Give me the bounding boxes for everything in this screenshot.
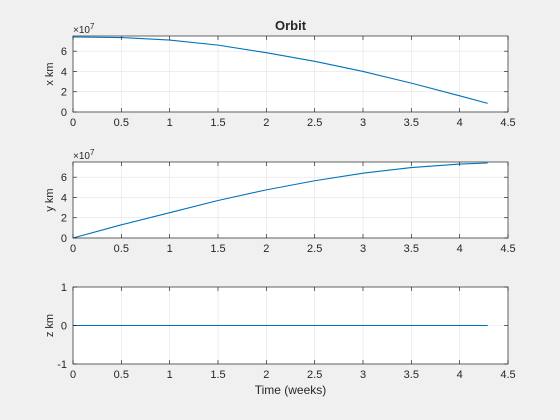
y-tick-label: 2 xyxy=(61,87,67,99)
x-tick-label: 3 xyxy=(360,117,366,129)
x-tick-label: 1.5 xyxy=(210,117,225,129)
axes-box xyxy=(72,161,509,239)
axes-box xyxy=(72,35,509,113)
x-tick-label: 3.5 xyxy=(404,117,419,129)
x-tick-label: 4.5 xyxy=(500,369,515,381)
y-axis-label: z km xyxy=(44,314,56,337)
x-axis-label: Time (weeks) xyxy=(255,383,327,397)
x-tick-label: 2.5 xyxy=(307,117,322,129)
y-exponent-label: ×107 xyxy=(73,148,95,162)
subplot-2: 0 0.5 1 1.5 2 2.5 3 3.5 4 4.5 0 2 4 6 ×107 y km xyxy=(44,148,516,255)
x-tick-label: 0.5 xyxy=(114,369,129,381)
x-tick-label: 1 xyxy=(167,369,173,381)
y-axis-label: y km xyxy=(44,188,56,211)
y-tick-label: 1 xyxy=(61,282,67,294)
y-tick-label: 6 xyxy=(61,172,67,184)
x-tick-label: 2 xyxy=(263,117,269,129)
x-tick-label: 1 xyxy=(167,117,173,129)
x-tick-label: 3 xyxy=(360,369,366,381)
y-exponent-power: 7 xyxy=(90,22,95,31)
x-tick-label: 4 xyxy=(457,117,463,129)
y-tick-label: 4 xyxy=(61,192,67,204)
y-tick-label: 2 xyxy=(61,213,67,225)
x-tick-label: 3 xyxy=(360,243,366,255)
x-tick-label: 4.5 xyxy=(500,243,515,255)
plot-area xyxy=(73,36,508,112)
x-tick-label: 4.5 xyxy=(500,117,515,129)
y-tick-label: 0 xyxy=(61,107,67,119)
x-tick-label: 2 xyxy=(263,369,269,381)
series-line-1 xyxy=(72,36,488,104)
x-tick-label: 2.5 xyxy=(307,243,322,255)
x-tick-label: 3.5 xyxy=(404,243,419,255)
axes-layer: 0 0.5 1 1.5 2 2.5 3 3.5 4 4.5 0 2 4 6 ×107 x km Orbit 0 0.… xyxy=(44,18,516,397)
x-tick-label: 0 xyxy=(70,117,76,129)
y-tick-label: 6 xyxy=(61,46,67,58)
y-exponent-label: ×107 xyxy=(73,22,95,36)
y-exponent-power: 7 xyxy=(90,148,95,157)
x-tick-label: 0 xyxy=(70,243,76,255)
x-tick-label: 2 xyxy=(263,243,269,255)
x-tick-label: 0.5 xyxy=(114,117,129,129)
x-tick-label: 4 xyxy=(457,369,463,381)
y-tick-label: 4 xyxy=(61,66,67,78)
x-tick-label: 0.5 xyxy=(114,243,129,255)
x-tick-label: 1.5 xyxy=(210,243,225,255)
x-tick-label: 2.5 xyxy=(307,369,322,381)
x-tick-label: 0 xyxy=(70,369,76,381)
x-tick-label: 1 xyxy=(167,243,173,255)
y-tick-label: -1 xyxy=(57,359,67,371)
x-tick-label: 4 xyxy=(457,243,463,255)
plot-area xyxy=(73,162,508,238)
subplot-1: 0 0.5 1 1.5 2 2.5 3 3.5 4 4.5 0 2 4 6 ×107 x km Orbit xyxy=(44,18,516,129)
series-line-1 xyxy=(72,162,488,239)
x-tick-label: 1.5 xyxy=(210,369,225,381)
chart-title: Orbit xyxy=(275,18,307,33)
y-axis-label: x km xyxy=(44,62,56,85)
y-tick-label: 0 xyxy=(61,233,67,245)
x-tick-label: 3.5 xyxy=(404,369,419,381)
y-tick-label: 0 xyxy=(61,321,67,333)
